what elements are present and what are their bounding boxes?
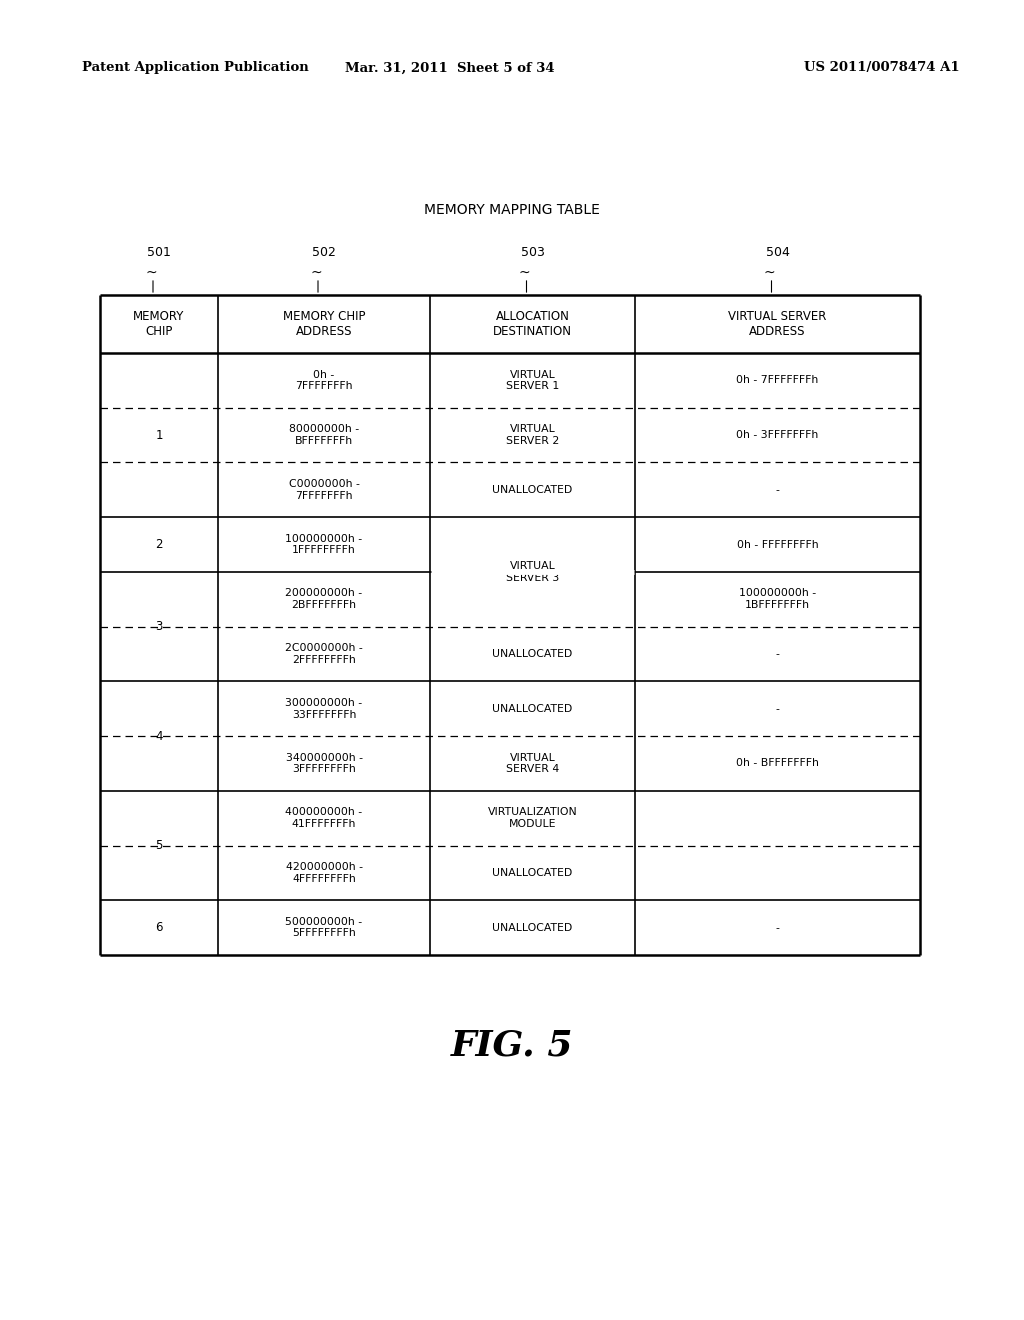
Text: ~: ~ xyxy=(519,267,530,280)
Text: US 2011/0078474 A1: US 2011/0078474 A1 xyxy=(805,62,961,74)
Text: 504: 504 xyxy=(766,247,790,260)
Text: 502: 502 xyxy=(312,247,336,260)
Text: UNALLOCATED: UNALLOCATED xyxy=(493,649,572,659)
Text: 1: 1 xyxy=(156,429,163,442)
Text: ~: ~ xyxy=(145,267,157,280)
Text: UNALLOCATED: UNALLOCATED xyxy=(493,704,572,714)
Text: VIRTUAL
SERVER 1: VIRTUAL SERVER 1 xyxy=(506,370,559,391)
Text: MEMORY CHIP
ADDRESS: MEMORY CHIP ADDRESS xyxy=(283,310,366,338)
Text: 0h - FFFFFFFFh: 0h - FFFFFFFFh xyxy=(736,540,818,549)
Text: VIRTUAL
SERVER 2: VIRTUAL SERVER 2 xyxy=(506,424,559,446)
Text: 0h -
7FFFFFFFh: 0h - 7FFFFFFFh xyxy=(295,370,352,391)
Text: 6: 6 xyxy=(156,921,163,935)
Text: VIRTUAL
SERVER 3: VIRTUAL SERVER 3 xyxy=(506,561,559,582)
Text: Patent Application Publication: Patent Application Publication xyxy=(82,62,309,74)
Text: 501: 501 xyxy=(147,247,171,260)
Text: UNALLOCATED: UNALLOCATED xyxy=(493,869,572,878)
Text: FIG. 5: FIG. 5 xyxy=(451,1028,573,1063)
Text: -: - xyxy=(775,649,779,659)
Text: 3: 3 xyxy=(156,620,163,634)
Text: 2: 2 xyxy=(156,539,163,550)
Text: MEMORY
CHIP: MEMORY CHIP xyxy=(133,310,184,338)
Text: MEMORY MAPPING TABLE: MEMORY MAPPING TABLE xyxy=(424,203,600,216)
Text: 0h - 3FFFFFFFh: 0h - 3FFFFFFFh xyxy=(736,430,818,440)
Text: 200000000h -
2BFFFFFFFh: 200000000h - 2BFFFFFFFh xyxy=(286,589,362,610)
Text: 503: 503 xyxy=(520,247,545,260)
Text: 100000000h -
1BFFFFFFFh: 100000000h - 1BFFFFFFFh xyxy=(739,589,816,610)
Text: C0000000h -
7FFFFFFFh: C0000000h - 7FFFFFFFh xyxy=(289,479,359,500)
Text: 420000000h -
4FFFFFFFFh: 420000000h - 4FFFFFFFFh xyxy=(286,862,362,883)
Text: ~: ~ xyxy=(310,267,322,280)
Text: 300000000h -
33FFFFFFFh: 300000000h - 33FFFFFFFh xyxy=(286,698,362,719)
Text: Mar. 31, 2011  Sheet 5 of 34: Mar. 31, 2011 Sheet 5 of 34 xyxy=(345,62,555,74)
Text: -: - xyxy=(775,484,779,495)
Text: 340000000h -
3FFFFFFFFh: 340000000h - 3FFFFFFFFh xyxy=(286,752,362,775)
Text: 500000000h -
5FFFFFFFFh: 500000000h - 5FFFFFFFFh xyxy=(286,917,362,939)
Text: ~: ~ xyxy=(764,267,775,280)
Text: 80000000h -
BFFFFFFFh: 80000000h - BFFFFFFFh xyxy=(289,424,359,446)
Text: VIRTUAL
SERVER 4: VIRTUAL SERVER 4 xyxy=(506,752,559,775)
Text: 5: 5 xyxy=(156,840,163,851)
Text: 2C0000000h -
2FFFFFFFFh: 2C0000000h - 2FFFFFFFFh xyxy=(285,643,362,665)
Text: 400000000h -
41FFFFFFFh: 400000000h - 41FFFFFFFh xyxy=(286,808,362,829)
Text: 0h - 7FFFFFFFh: 0h - 7FFFFFFFh xyxy=(736,375,818,385)
Text: UNALLOCATED: UNALLOCATED xyxy=(493,484,572,495)
Text: 0h - BFFFFFFFh: 0h - BFFFFFFFh xyxy=(736,759,819,768)
Text: ALLOCATION
DESTINATION: ALLOCATION DESTINATION xyxy=(493,310,572,338)
Text: VIRTUALIZATION
MODULE: VIRTUALIZATION MODULE xyxy=(487,808,578,829)
Text: -: - xyxy=(775,704,779,714)
Text: 100000000h -
1FFFFFFFFh: 100000000h - 1FFFFFFFFh xyxy=(286,533,362,556)
Text: VIRTUAL SERVER
ADDRESS: VIRTUAL SERVER ADDRESS xyxy=(728,310,826,338)
Text: -: - xyxy=(775,923,779,933)
Text: 4: 4 xyxy=(156,730,163,743)
Text: UNALLOCATED: UNALLOCATED xyxy=(493,923,572,933)
